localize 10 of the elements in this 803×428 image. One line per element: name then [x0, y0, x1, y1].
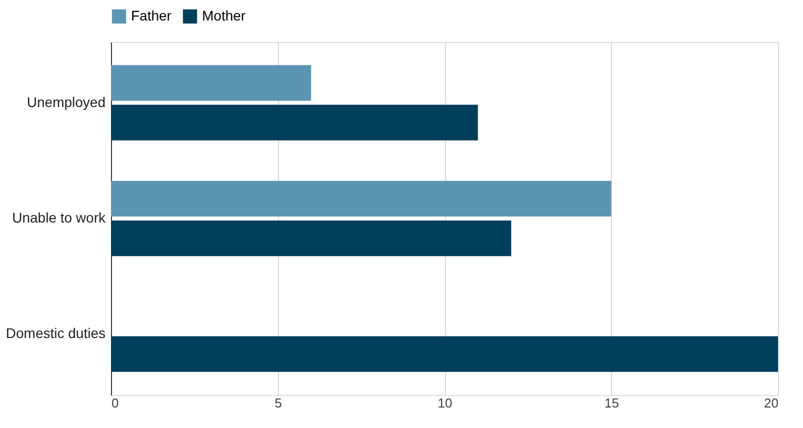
x-tick-label: 5: [274, 396, 282, 410]
y-tick-label: Unemployed: [26, 94, 106, 110]
x-tick-label: 15: [604, 396, 619, 410]
legend-label: Mother: [202, 7, 246, 24]
y-tick-label: Unable to work: [12, 210, 106, 226]
y-tick-label: Domestic duties: [6, 325, 106, 342]
x-tick-label: 20: [764, 396, 778, 410]
x-tick-label: 0: [112, 396, 119, 410]
legend-label: Father: [131, 7, 172, 24]
x-tick-label: 10: [438, 396, 452, 410]
